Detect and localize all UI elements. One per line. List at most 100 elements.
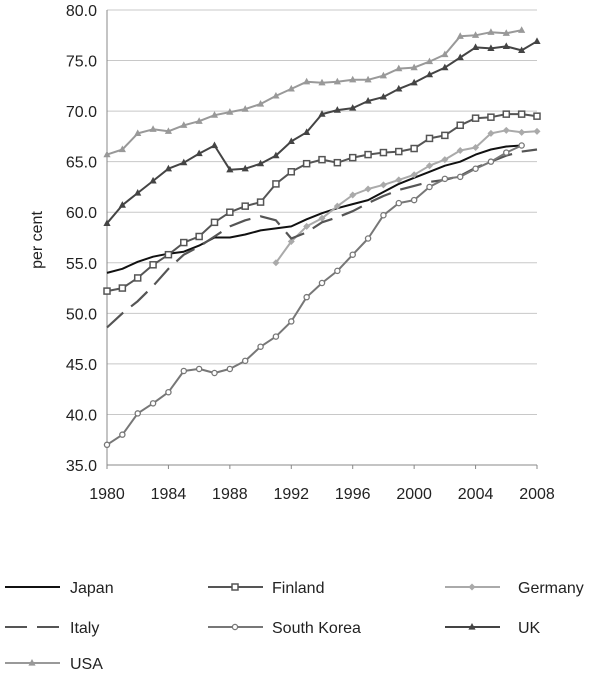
- data-point-uk: [502, 42, 510, 49]
- legend-label-finland: Finland: [272, 580, 324, 597]
- data-point-finland: [487, 113, 495, 121]
- data-point-south-korea: [180, 367, 188, 375]
- x-tick-label: 2008: [519, 486, 555, 503]
- data-point-uk: [210, 141, 219, 149]
- data-point-germany: [333, 202, 341, 210]
- data-point-germany: [349, 191, 357, 199]
- data-point-uk: [410, 78, 418, 86]
- data-point-usa: [364, 75, 372, 83]
- x-tick-label: 1992: [273, 486, 309, 503]
- data-point-finland: [395, 147, 403, 156]
- x-tick-label: 2004: [458, 486, 494, 503]
- data-point-finland: [333, 158, 342, 167]
- legend-item-italy: Italy: [5, 620, 99, 637]
- data-point-uk: [180, 158, 188, 166]
- data-point-germany: [272, 259, 280, 267]
- data-point-finland: [195, 232, 203, 241]
- data-point-usa: [226, 108, 234, 115]
- data-point-south-korea: [257, 343, 264, 350]
- data-point-uk: [118, 201, 126, 208]
- data-point-finland: [318, 155, 326, 164]
- legend-item-usa: USA: [5, 656, 103, 673]
- data-point-usa: [456, 32, 464, 39]
- y-tick-label: 70.0: [66, 104, 97, 121]
- data-point-usa: [518, 26, 526, 33]
- data-point-germany: [518, 128, 526, 136]
- legend-marker-finland: [231, 583, 239, 591]
- data-point-finland: [364, 150, 372, 159]
- data-point-finland: [348, 153, 357, 162]
- data-point-usa: [502, 29, 510, 36]
- series-south-korea: [103, 142, 525, 449]
- data-point-south-korea: [226, 365, 234, 373]
- data-point-usa: [118, 145, 126, 153]
- data-point-usa: [134, 129, 142, 136]
- data-point-south-korea: [472, 165, 479, 172]
- legend-marker-germany: [468, 583, 476, 591]
- data-point-finland: [441, 131, 449, 140]
- data-point-uk: [149, 176, 157, 184]
- data-point-uk: [456, 53, 464, 61]
- data-point-germany: [472, 144, 480, 152]
- legend-item-finland: Finland: [208, 580, 324, 597]
- data-point-finland: [118, 284, 127, 292]
- x-tick-label: 2000: [396, 486, 432, 503]
- legend-item-uk: UK: [445, 620, 541, 637]
- legend-item-germany: Germany: [445, 580, 584, 597]
- data-point-usa: [256, 100, 265, 107]
- data-point-south-korea: [456, 173, 464, 181]
- series-line-japan: [106, 144, 522, 274]
- data-point-uk: [441, 63, 449, 71]
- data-point-germany: [379, 181, 387, 189]
- data-point-uk: [471, 43, 480, 51]
- data-point-finland: [164, 250, 173, 259]
- data-point-uk: [272, 151, 280, 159]
- data-point-usa: [395, 64, 403, 72]
- data-point-usa: [164, 127, 173, 134]
- data-point-uk: [256, 159, 265, 167]
- series-line-usa: [106, 29, 522, 156]
- data-point-uk: [134, 189, 142, 196]
- series-line-finland: [106, 113, 538, 293]
- y-tick-label: 50.0: [66, 306, 97, 323]
- data-point-south-korea: [211, 369, 218, 377]
- data-point-finland: [533, 112, 541, 120]
- data-point-south-korea: [487, 158, 495, 165]
- x-tick-label: 1996: [335, 486, 371, 503]
- data-point-usa: [441, 50, 449, 58]
- legend-label-germany: Germany: [518, 580, 584, 597]
- data-point-usa: [379, 71, 388, 79]
- series-germany: [272, 126, 541, 267]
- data-point-south-korea: [165, 388, 172, 396]
- data-point-usa: [103, 150, 111, 158]
- data-point-germany: [502, 126, 510, 134]
- data-point-finland: [425, 134, 434, 143]
- series-line-uk: [106, 40, 538, 224]
- data-point-finland: [256, 198, 265, 206]
- data-point-uk: [241, 164, 249, 172]
- data-point-south-korea: [303, 293, 310, 301]
- y-axis: 35.0 40.0 45.0 50.0 55.0 60.0 65.0 70.0 75.0 80.0: [66, 3, 108, 475]
- data-point-uk: [487, 44, 495, 52]
- y-tick-label: 80.0: [66, 3, 97, 20]
- data-point-finland: [241, 202, 249, 210]
- data-point-south-korea: [426, 183, 433, 191]
- legend-label-japan: Japan: [70, 580, 114, 597]
- data-point-south-korea: [364, 235, 372, 242]
- data-point-usa: [487, 28, 495, 35]
- data-point-usa: [349, 75, 357, 83]
- data-point-finland: [502, 110, 511, 118]
- series-layer: [103, 26, 541, 449]
- data-point-south-korea: [441, 175, 449, 183]
- x-tick-label: 1984: [151, 486, 187, 503]
- y-tick-label: 75.0: [66, 54, 97, 71]
- data-point-south-korea: [119, 431, 126, 438]
- data-point-uk: [379, 92, 388, 100]
- data-point-uk: [333, 106, 341, 113]
- data-point-finland: [180, 238, 188, 247]
- data-point-germany: [441, 156, 449, 164]
- data-point-usa: [410, 63, 418, 71]
- data-point-south-korea: [103, 441, 111, 449]
- data-point-germany: [287, 238, 295, 246]
